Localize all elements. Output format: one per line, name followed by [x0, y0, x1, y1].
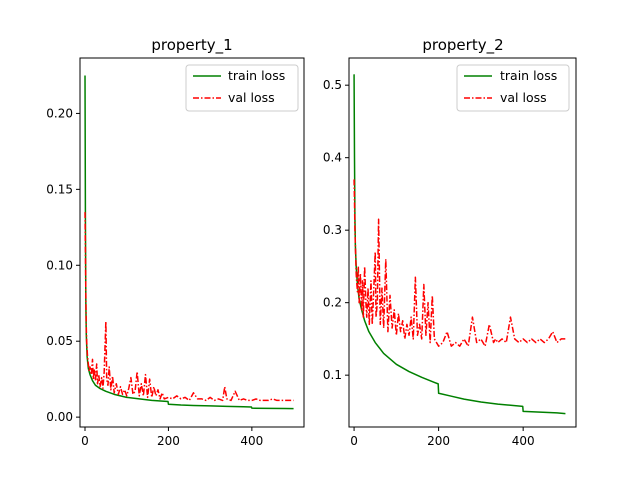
chart-1-title: property_1 — [151, 36, 232, 55]
chart-1-xtick-label: 0 — [81, 434, 89, 448]
chart-1-plot-frame — [79, 57, 305, 428]
chart-1-ytick-label: 0.20 — [46, 106, 73, 120]
chart-1-xtick-label: 200 — [157, 434, 180, 448]
chart-2-ytick-label: 0.4 — [323, 151, 342, 165]
chart-1-legend-val-label: val loss — [228, 90, 275, 105]
chart-2-xtick-label: 400 — [512, 434, 535, 448]
subplot-2: property_2 0 200 400 0.1 0.2 0.3 0.4 0.5 train … — [323, 36, 577, 448]
chart-2-series-layer — [353, 74, 566, 415]
chart-1-series-layer — [84, 75, 294, 410]
chart-2-ytick-label: 0.1 — [323, 368, 342, 382]
chart-1-ytick-label: 0.05 — [46, 334, 73, 348]
subplot-1: property_1 0 200 400 0.00 0.05 0.10 0.15 0.20 t… — [46, 36, 305, 448]
chart-2-xtick-label: 0 — [350, 434, 358, 448]
chart-1-series-val-loss-line — [84, 212, 294, 402]
chart-1-legend-train-label: train loss — [228, 68, 285, 83]
chart-2-plot-frame — [348, 57, 577, 428]
chart-2-legend-train-label: train loss — [500, 68, 557, 83]
chart-1-legend: train loss val loss — [185, 64, 299, 112]
chart-2-title: property_2 — [422, 36, 503, 55]
chart-2-legend-val-label: val loss — [500, 90, 547, 105]
chart-2-axis-layer: 0 200 400 0.1 0.2 0.3 0.4 0.5 — [323, 78, 535, 448]
chart-2-ytick-label: 0.3 — [323, 223, 342, 237]
chart-2-ytick-label: 0.5 — [323, 78, 342, 92]
chart-2-series-val-loss-line — [353, 179, 566, 347]
chart-2-ytick-label: 0.2 — [323, 296, 342, 310]
chart-1-ytick-label: 0.15 — [46, 182, 73, 196]
chart-1-ytick-label: 0.00 — [46, 410, 73, 424]
chart-1-axis-layer: 0 200 400 0.00 0.05 0.10 0.15 0.20 — [46, 106, 263, 448]
chart-1-xtick-label: 400 — [240, 434, 263, 448]
chart-2-xtick-label: 200 — [427, 434, 450, 448]
chart-2-legend: train loss val loss — [456, 64, 570, 112]
chart-1-ytick-label: 0.10 — [46, 258, 73, 272]
